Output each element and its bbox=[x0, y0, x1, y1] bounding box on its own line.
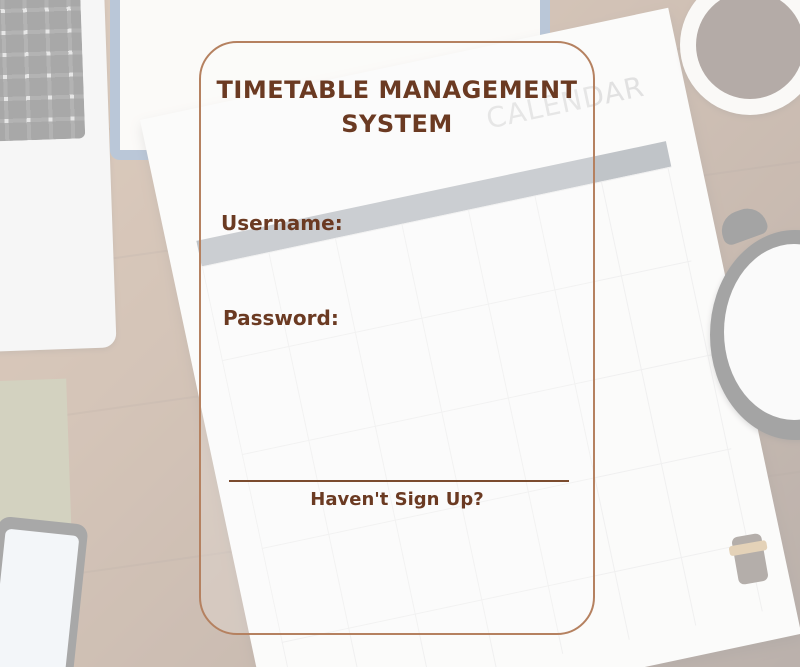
password-input[interactable] bbox=[339, 308, 573, 340]
app-title: TIMETABLE MANAGEMENT SYSTEM bbox=[216, 76, 578, 138]
password-label: Password: bbox=[223, 306, 339, 330]
signup-link[interactable]: Haven't Sign Up? bbox=[310, 489, 484, 510]
username-input[interactable] bbox=[339, 213, 573, 245]
login-card: TIMETABLE MANAGEMENT SYSTEM Username: Pa… bbox=[199, 41, 595, 635]
username-label: Username: bbox=[221, 211, 343, 235]
divider bbox=[229, 480, 569, 482]
